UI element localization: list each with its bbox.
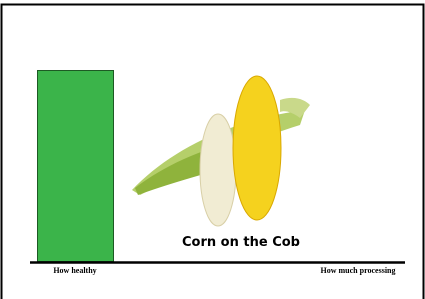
bar-caption: Corn on the Cob <box>182 235 300 250</box>
right-axis-label: How much processing <box>321 266 396 275</box>
yellow-cob <box>233 76 281 220</box>
left-axis-label: How healthy <box>53 266 96 275</box>
screen: Corn on the Cob How healthy How much pro… <box>0 0 425 299</box>
page: Corn on the Cob How healthy How much pro… <box>0 0 425 299</box>
health-bar <box>38 71 114 262</box>
white-cob <box>200 114 236 226</box>
